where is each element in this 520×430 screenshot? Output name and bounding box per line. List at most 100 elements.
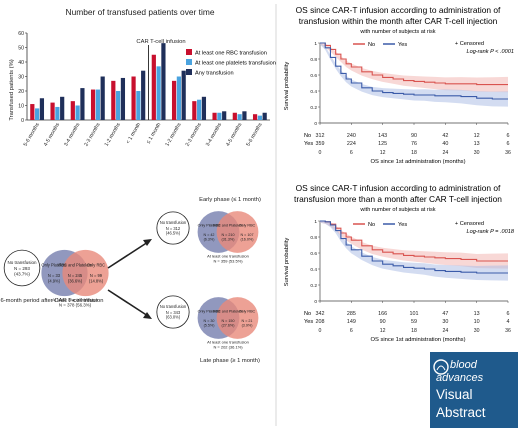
km-ci-band bbox=[320, 43, 508, 107]
bar bbox=[80, 88, 85, 120]
km-top-censored-note: + Censored bbox=[455, 41, 484, 47]
bar-x-tick-label: 1-2 months bbox=[104, 122, 122, 148]
venn-both-text: (31.3%) bbox=[222, 238, 235, 242]
venn-rbc-circle bbox=[62, 249, 109, 297]
km-x-tick-label: 0 bbox=[319, 150, 322, 156]
km-bottom-title-line2: transfusion more than a month after CAR … bbox=[294, 194, 502, 204]
legend-swatch-platelets bbox=[186, 59, 192, 65]
km-at-risk-yes: 76 bbox=[411, 141, 417, 147]
legend-swatch-rbc bbox=[186, 49, 192, 55]
km-at-risk-yes: 90 bbox=[380, 319, 386, 325]
km-plot-bottom: OS since CAR-T infusion according to adm… bbox=[284, 183, 515, 343]
km-top-plot-area: 0 0.2 0.4 0.6 0.8 1 0 6 12 18 24 30 36 312 359 240 224 14… bbox=[310, 41, 511, 156]
km-x-tick-label: 12 bbox=[380, 150, 386, 156]
bar bbox=[131, 76, 136, 120]
bar bbox=[252, 114, 258, 120]
km-bottom-risk-yes-label: Yes bbox=[304, 319, 313, 325]
bar-y-tick-label: 10 bbox=[18, 104, 24, 110]
venn-both-text: RBC and Platelets bbox=[58, 263, 91, 268]
km-x-tick-label: 18 bbox=[411, 328, 417, 334]
km-at-risk-yes: 359 bbox=[316, 141, 325, 147]
no-transfusion-label: No transfusion bbox=[7, 260, 37, 265]
km-at-risk-no: 342 bbox=[316, 311, 325, 317]
km-top-legend-no: No bbox=[368, 42, 375, 48]
km-x-tick-label: 30 bbox=[474, 150, 480, 156]
km-survival-line bbox=[320, 42, 508, 86]
km-bottom-censored-note: + Censored bbox=[455, 221, 484, 227]
km-at-risk-no: 13 bbox=[474, 311, 480, 317]
bar-x-tick-label: ≤ 1 month bbox=[146, 122, 163, 145]
km-at-risk-no: 101 bbox=[410, 311, 419, 317]
km-survival-line bbox=[320, 220, 508, 274]
bar bbox=[217, 112, 222, 120]
km-at-risk-yes: 4 bbox=[507, 319, 510, 325]
bar-chart-bars bbox=[30, 43, 267, 120]
km-top-pvalue: Log-rank P < .0001 bbox=[466, 49, 514, 55]
logo-abstract: Abstract bbox=[436, 405, 486, 420]
bar bbox=[100, 76, 105, 120]
no-transfusion-n: N = 343 bbox=[166, 310, 181, 315]
no-transfusion-circle bbox=[3, 249, 41, 287]
km-ci-band bbox=[320, 221, 508, 281]
bar bbox=[30, 104, 35, 120]
km-y-tick-label: 1 bbox=[314, 41, 317, 47]
km-at-risk-no: 12 bbox=[474, 133, 480, 139]
bar bbox=[232, 112, 237, 120]
venn-only-platelets-text: N = 30 bbox=[204, 319, 215, 323]
no-transfusion-pct: (43.7%) bbox=[14, 271, 30, 276]
no-transfusion-label: No transfusion bbox=[160, 220, 186, 225]
bar-x-tick-label: 1-2 months bbox=[164, 122, 182, 148]
logo-background bbox=[430, 352, 518, 428]
venn-caption-n: N = 202 (36.1%) bbox=[213, 344, 243, 349]
km-ci-band bbox=[320, 221, 508, 269]
arrow-early bbox=[107, 241, 149, 269]
km-bottom-xlabel: OS since 1st administration (months) bbox=[370, 337, 465, 343]
phase-arrows bbox=[107, 239, 152, 319]
km-at-risk-yes: 208 bbox=[316, 319, 325, 325]
venn-late-title: Late phase (≥ 1 month) bbox=[200, 358, 260, 364]
km-bottom-subtitle: with number of subjects at risk bbox=[359, 207, 435, 213]
bar-y-tick-label: 20 bbox=[18, 89, 24, 95]
km-x-tick-label: 24 bbox=[442, 150, 448, 156]
km-y-tick-label: 0.6 bbox=[310, 251, 317, 257]
bar bbox=[116, 91, 121, 120]
venn-both-text: (36.6%) bbox=[68, 278, 83, 283]
km-at-risk-yes: 30 bbox=[442, 319, 448, 325]
logo-blood: blood bbox=[450, 359, 478, 371]
bar bbox=[201, 96, 207, 120]
bar bbox=[39, 98, 45, 120]
venn-caption: At least one transfusion bbox=[207, 254, 249, 259]
km-at-risk-no: 6 bbox=[507, 133, 510, 139]
km-x-tick-label: 6 bbox=[350, 328, 353, 334]
km-x-tick-label: 36 bbox=[505, 328, 511, 334]
no-transfusion-pct: (63.0%) bbox=[166, 315, 181, 320]
venn-only-rbc-text: Only RBC bbox=[239, 309, 256, 313]
bar-y-tick-label: 50 bbox=[18, 46, 24, 52]
venn-both-text: N = 150 bbox=[221, 319, 234, 323]
bar bbox=[111, 80, 116, 120]
legend-label-any: Any transfusion bbox=[195, 71, 234, 77]
venn-only-rbc-text: N = 21 bbox=[242, 319, 253, 323]
km-at-risk-no: 42 bbox=[442, 133, 448, 139]
km-top-risk-no-label: No bbox=[304, 133, 311, 139]
venn-caption-n: N = 359 (53.5%) bbox=[213, 258, 243, 263]
km-top-risk-yes-label: Yes bbox=[304, 141, 313, 147]
bar-x-tick-label: 4-5 months bbox=[225, 122, 243, 148]
km-y-tick-label: 0.8 bbox=[310, 57, 317, 63]
bar bbox=[136, 91, 141, 120]
km-at-risk-yes: 59 bbox=[411, 319, 417, 325]
km-y-tick-label: 0 bbox=[314, 299, 317, 305]
bar bbox=[35, 108, 40, 120]
venn-both-text: RBC and Platelets bbox=[213, 223, 243, 227]
bar bbox=[212, 112, 217, 120]
venn-rbc-circle bbox=[216, 211, 259, 253]
km-at-risk-yes: 125 bbox=[378, 141, 387, 147]
legend-swatch-any bbox=[186, 69, 192, 75]
venn-both-text: (27.6%) bbox=[222, 324, 235, 328]
bar-x-tick-label: 4-5 months bbox=[43, 122, 61, 148]
blood-drop-inner-icon bbox=[436, 365, 446, 371]
km-at-risk-no: 240 bbox=[347, 133, 356, 139]
